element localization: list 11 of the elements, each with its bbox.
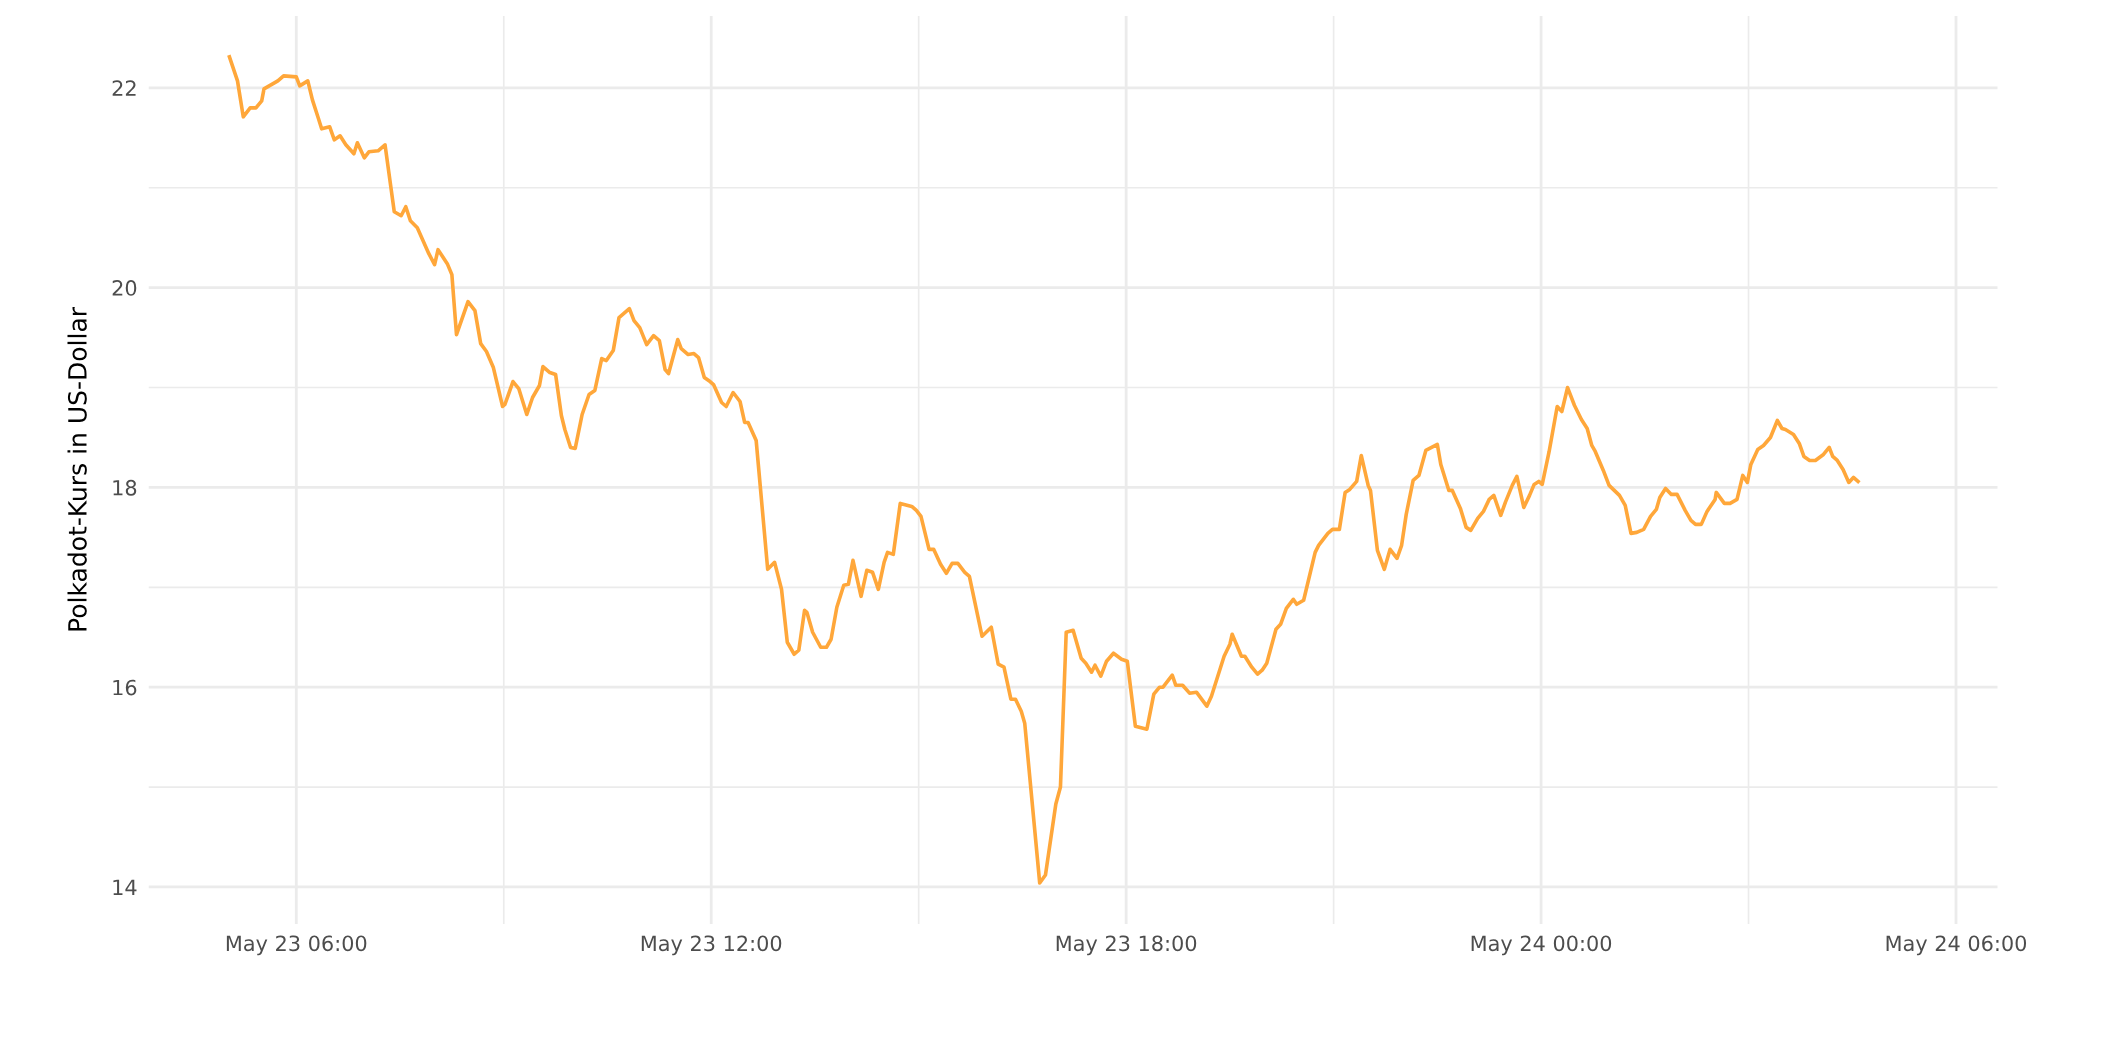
x-tick-label: May 23 12:00 — [641, 935, 782, 956]
y-tick-label: 22 — [112, 80, 136, 96]
y-tick-label: 18 — [113, 479, 137, 496]
y-tick-label: 16 — [113, 679, 137, 696]
x-tick-label: May 24 06:00 — [1886, 935, 2027, 956]
x-tick-label: May 24 00:00 — [1471, 935, 1612, 956]
y-tick-label: 14 — [113, 879, 137, 895]
x-tick-label: May 23 18:00 — [1056, 935, 1197, 956]
y-axis-title: Polkadot-Kurs in US-Dollar — [67, 306, 87, 631]
y-tick-label: 20 — [112, 280, 137, 296]
x-tick-label: May 23 06:00 — [226, 935, 367, 956]
